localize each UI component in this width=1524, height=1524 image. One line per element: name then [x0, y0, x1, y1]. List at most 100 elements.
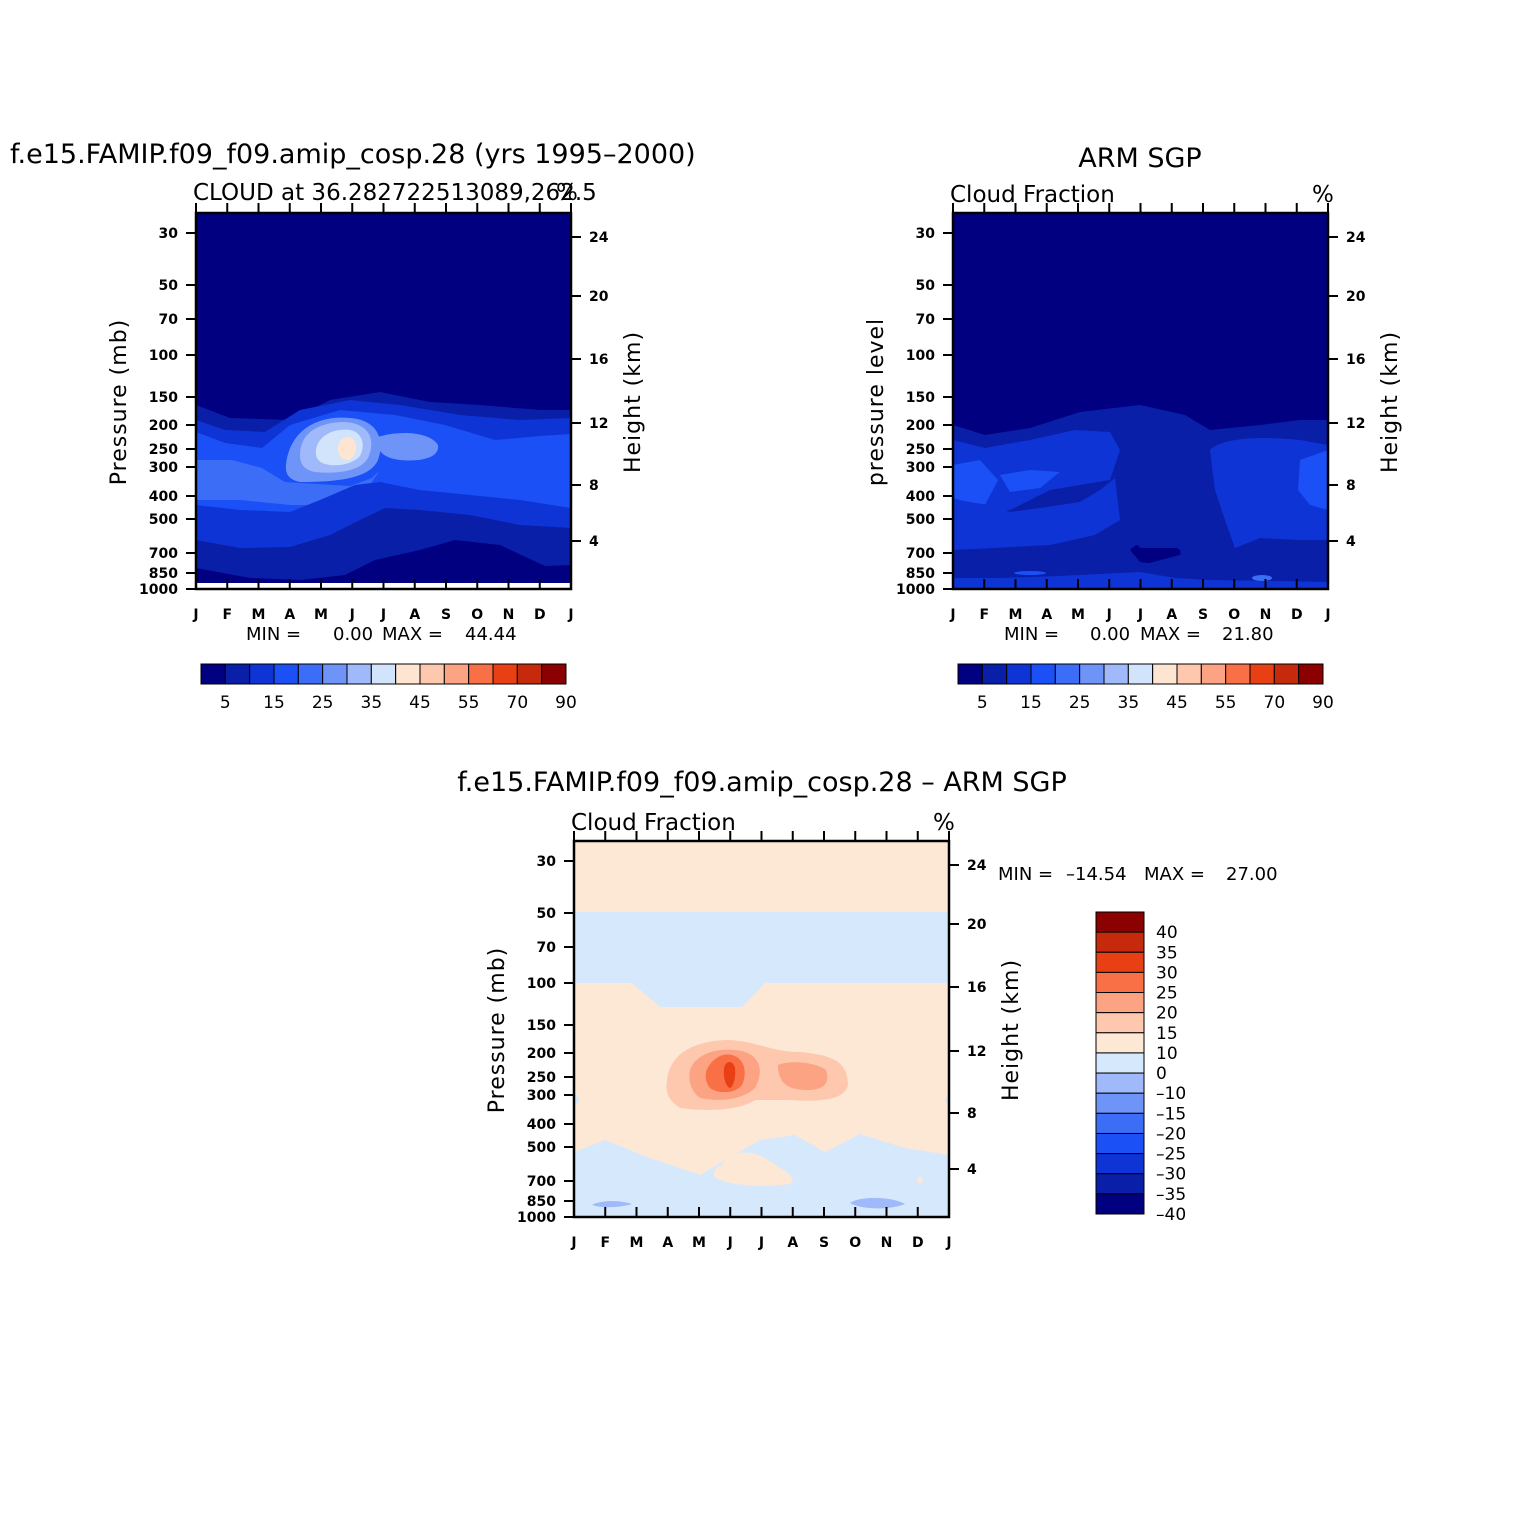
x-tick-label: A [284, 607, 295, 623]
panel-subtitle: CLOUD at 36.282722513089,262.5 [193, 180, 597, 206]
colorbar-swatch [1006, 663, 1032, 685]
colorbar-swatch [1127, 663, 1154, 685]
y-tick-label-left: 500 [149, 512, 178, 528]
colorbar-label: 25 [312, 693, 334, 713]
x-tick-label: J [192, 607, 198, 623]
y-tick-label-left: 30 [916, 226, 936, 242]
y-tick-label-right: 8 [967, 1106, 977, 1122]
y-tick-label-left: 50 [537, 906, 557, 922]
x-tick-label: J [945, 1235, 951, 1251]
y-tick-label-left: 50 [159, 278, 179, 294]
colorbar-swatch [1095, 931, 1145, 953]
colorbar-label: 0 [1156, 1064, 1167, 1084]
panel-obs: ARM SGP Cloud Fraction % J F M A M J J A S O N D J 30… [864, 143, 1403, 713]
y-axis-label-right: Height (km) [999, 959, 1024, 1101]
max-value: 21.80 [1222, 624, 1274, 645]
y-tick-label-right: 8 [589, 478, 599, 494]
y-tick-label-left: 700 [906, 546, 935, 562]
y-tick-label-left: 500 [527, 1140, 556, 1156]
colorbar-label: 5 [977, 693, 988, 713]
colorbar-label: 10 [1156, 1044, 1178, 1064]
y-tick-label-right: 12 [1346, 416, 1365, 432]
x-tick-label: J [567, 607, 573, 623]
y-tick-label-left: 200 [149, 418, 178, 434]
colorbar-swatch [1225, 663, 1251, 685]
colorbar-swatch [1176, 663, 1202, 685]
x-tick-label: M [692, 1235, 706, 1251]
x-tick-label: J [1106, 607, 1112, 623]
x-tick-label: A [409, 607, 420, 623]
x-tick-label: J [380, 607, 386, 623]
colorbar-label: 15 [1020, 693, 1042, 713]
y-tick-label-left: 500 [906, 512, 935, 528]
y-tick-label-right: 12 [589, 416, 608, 432]
colorbar-label: 35 [1156, 943, 1178, 963]
min-label: MIN = [246, 624, 301, 645]
stats-line: MIN = –14.54 MAX = 27.00 [998, 864, 1278, 885]
units-label: % [933, 810, 955, 836]
y-tick-label-right: 4 [1346, 534, 1356, 550]
colorbar-swatch [1152, 663, 1178, 685]
colorbar-label: 70 [507, 693, 529, 713]
x-tick-label: A [787, 1235, 798, 1251]
colorbar-swatch [346, 663, 372, 685]
x-tick-label: F [600, 1235, 610, 1251]
y-tick-label-right: 16 [589, 352, 608, 368]
x-tick-label: A [662, 1235, 673, 1251]
y-tick-label-right: 4 [967, 1162, 977, 1178]
colorbar-swatch [1095, 1153, 1145, 1175]
colorbar-swatch [1095, 1112, 1145, 1134]
y-axis-label-right: Height (km) [621, 331, 646, 473]
y-tick-label-right: 24 [1346, 230, 1366, 246]
y-tick-label-right: 12 [967, 1044, 986, 1060]
colorbar-label: 90 [555, 693, 577, 713]
y-tick-label-left: 300 [149, 460, 178, 476]
y-tick-label-left: 700 [149, 546, 178, 562]
x-tick-label: M [630, 1235, 644, 1251]
min-value: 0.00 [333, 624, 373, 645]
x-tick-label: O [1228, 607, 1240, 623]
panel-difference: f.e15.FAMIP.f09_f09.amip_cosp.28 – ARM S… [457, 767, 1277, 1251]
y-tick-label-right: 20 [589, 289, 609, 305]
colorbar-swatch [541, 663, 567, 685]
y-tick-label-left: 700 [527, 1174, 556, 1190]
x-tick-label: D [1291, 607, 1303, 623]
y-axis-label-left: Pressure (mb) [107, 319, 132, 486]
x-tick-label: J [349, 607, 355, 623]
y-tick-label-right: 24 [589, 230, 609, 246]
axes: J F M A M J J A S O N D J 30 50 70 100 150 200 250 300 400 500… [517, 831, 987, 1251]
max-label: MAX = [382, 624, 443, 645]
colorbar-swatch [1030, 663, 1056, 685]
x-tick-label: A [1166, 607, 1177, 623]
x-tick-label: S [441, 607, 451, 623]
y-tick-label-left: 150 [527, 1018, 556, 1034]
colorbar-swatch [419, 663, 445, 685]
y-tick-label-left: 1000 [896, 582, 935, 598]
y-tick-label-left: 300 [906, 460, 935, 476]
colorbar-swatch [1273, 663, 1300, 685]
colorbar-swatch [395, 663, 421, 685]
colorbar-swatch [443, 663, 470, 685]
y-tick-label-right: 4 [589, 534, 599, 550]
y-tick-label-left: 70 [537, 940, 557, 956]
y-tick-label-left: 50 [916, 278, 936, 294]
colorbar-swatch [224, 663, 251, 685]
min-label: MIN = [998, 864, 1053, 885]
y-tick-label-left: 100 [906, 348, 935, 364]
x-tick-label: J [949, 607, 955, 623]
y-tick-label-left: 100 [149, 348, 178, 364]
x-tick-label: F [979, 607, 989, 623]
y-tick-label-left: 250 [906, 442, 935, 458]
y-tick-label-left: 400 [149, 489, 178, 505]
x-tick-label: M [314, 607, 328, 623]
y-tick-label-left: 250 [527, 1070, 556, 1086]
y-tick-label-left: 1000 [517, 1210, 556, 1226]
colorbar-label: –40 [1156, 1205, 1186, 1225]
x-tick-label: D [534, 607, 546, 623]
colorbar-label: 45 [1166, 693, 1188, 713]
units-label: % [556, 180, 578, 206]
colorbar-swatch [297, 663, 324, 685]
axes: J F M A M J J A S O N D J 30 50 70 100 150 200 250 300 400 500… [139, 203, 609, 623]
x-tick-label: O [471, 607, 483, 623]
